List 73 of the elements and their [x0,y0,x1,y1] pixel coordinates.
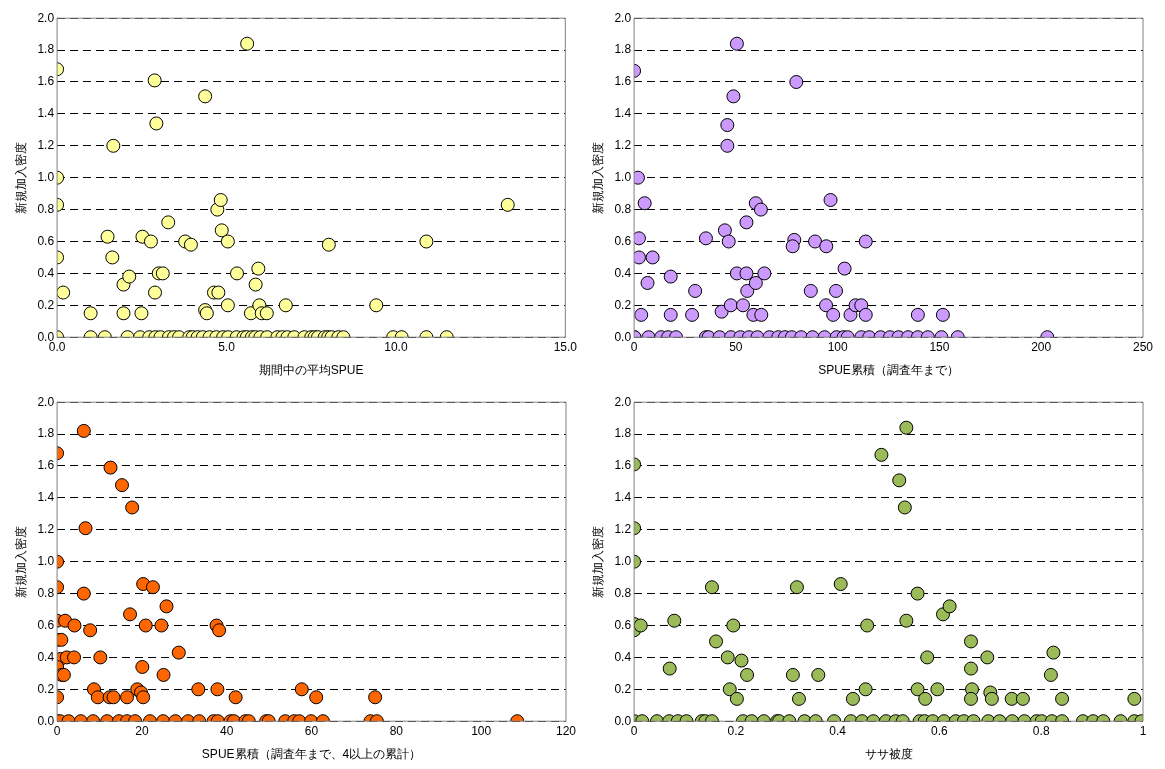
y-tick-label: 0.0 [614,713,632,728]
y-tick-label: 0.4 [37,649,55,664]
y-tick-label: 0.8 [37,201,55,216]
y-tick-label: 1.0 [614,554,632,569]
y-axis-title: 新規加入密度 [13,141,28,214]
y-tick-label: 0.6 [614,617,632,632]
y-tick-label: 1.4 [37,490,55,505]
y-tick-label: 1.6 [614,458,632,473]
x-tick-label: 40 [220,723,234,738]
x-tick-label: 0.8 [1032,723,1050,738]
y-tick-label: 0.8 [37,585,55,600]
y-tick-label: 0.6 [614,233,632,248]
x-tick-label: 0 [630,723,638,738]
y-tick-label: 2.0 [37,394,55,409]
y-tick-label: 0.2 [614,681,632,696]
x-tick-label: 20 [135,723,149,738]
x-tick-label: 5.0 [218,339,236,354]
y-tick-label: 1.4 [614,490,632,505]
y-tick-label: 0.0 [37,713,55,728]
x-tick-label: 0 [53,723,61,738]
x-tick-label: 50 [729,339,743,354]
y-tick-label: 0.2 [614,297,632,312]
x-tick-label: 100 [827,339,848,354]
y-tick-label: 0.8 [614,201,632,216]
y-tick-label: 1.8 [37,42,55,57]
y-tick-label: 1.0 [614,170,632,185]
y-tick-label: 0.4 [614,265,632,280]
x-tick-label: 0.4 [829,723,847,738]
y-tick-label: 1.6 [37,458,55,473]
y-tick-label: 1.2 [37,522,55,537]
x-tick-label: 100 [471,723,492,738]
y-tick-label: 0.0 [614,329,632,344]
x-axis-title: SPUE累積（調査年まで） [818,363,959,378]
x-tick-label: 1 [1139,723,1147,738]
y-tick-label: 1.0 [37,170,55,185]
y-tick-label: 2.0 [37,10,55,25]
x-tick-label: 10.0 [384,339,408,354]
y-tick-label: 0.4 [37,265,55,280]
y-tick-label: 0.6 [37,233,55,248]
y-tick-label: 0.2 [37,297,55,312]
y-axis-title: 新規加入密度 [590,141,605,214]
y-tick-label: 1.6 [614,74,632,89]
y-tick-label: 0.6 [37,617,55,632]
y-tick-label: 2.0 [614,394,632,409]
x-tick-label: 150 [929,339,950,354]
y-tick-label: 1.4 [37,106,55,121]
x-tick-label: 60 [304,723,319,738]
y-tick-label: 0.8 [614,585,632,600]
y-tick-label: 1.4 [614,106,632,121]
y-tick-label: 0.2 [37,681,55,696]
y-tick-label: 1.2 [614,522,632,537]
x-tick-label: 120 [555,723,577,738]
y-axis-title: 新規加入密度 [590,525,605,598]
y-tick-label: 0.4 [614,649,632,664]
x-axis-title: ササ被度 [864,747,913,762]
y-tick-label: 2.0 [614,10,632,25]
x-tick-label: 200 [1031,339,1052,354]
x-axis-title: SPUE累積（調査年まで、4以上の累計） [201,747,422,762]
x-tick-label: 15.0 [553,339,578,354]
x-axis-title: 期間中の平均SPUE [258,363,364,378]
y-tick-label: 1.0 [37,554,55,569]
x-tick-label: 0.2 [727,723,745,738]
y-tick-label: 1.8 [614,426,632,441]
y-tick-label: 1.6 [37,74,55,89]
y-tick-label: 1.2 [614,138,632,153]
y-axis-title: 新規加入密度 [13,525,28,598]
y-tick-label: 1.2 [37,138,55,153]
x-tick-label: 250 [1132,339,1154,354]
x-tick-label: 0.6 [931,723,949,738]
x-tick-label: 0 [630,339,638,354]
x-tick-label: 80 [389,723,404,738]
y-tick-label: 1.8 [37,426,55,441]
y-tick-label: 1.8 [614,42,632,57]
